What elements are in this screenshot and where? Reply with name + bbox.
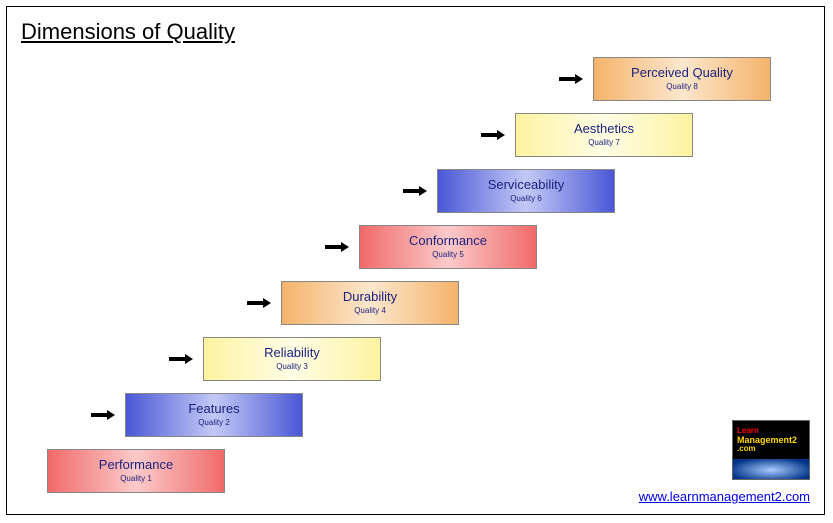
step-sublabel: Quality 2: [198, 419, 230, 428]
step-sublabel: Quality 3: [276, 363, 308, 372]
diagram-frame: Dimensions of Quality Performance Quality…: [6, 6, 825, 515]
step-box-2: Features Quality 2: [125, 393, 303, 437]
arrow-right-icon: [325, 243, 351, 251]
step-sublabel: Quality 1: [120, 475, 152, 484]
step-label: Durability: [343, 290, 397, 304]
step-box-3: Reliability Quality 3: [203, 337, 381, 381]
step-label: Aesthetics: [574, 122, 634, 136]
arrow-right-icon: [169, 355, 195, 363]
step-box-8: Perceived Quality Quality 8: [593, 57, 771, 101]
step-label: Serviceability: [488, 178, 565, 192]
logo-text-3: .com: [737, 445, 809, 453]
step-label: Reliability: [264, 346, 320, 360]
step-sublabel: Quality 4: [354, 307, 386, 316]
step-box-5: Conformance Quality 5: [359, 225, 537, 269]
logo-text-1: Learn: [737, 427, 809, 435]
step-sublabel: Quality 6: [510, 195, 542, 204]
step-box-1: Performance Quality 1: [47, 449, 225, 493]
arrow-right-icon: [403, 187, 429, 195]
step-label: Conformance: [409, 234, 487, 248]
step-box-4: Durability Quality 4: [281, 281, 459, 325]
step-label: Performance: [99, 458, 173, 472]
step-label: Perceived Quality: [631, 66, 733, 80]
arrow-right-icon: [559, 75, 585, 83]
logo-globe-icon: [733, 459, 809, 480]
step-box-6: Serviceability Quality 6: [437, 169, 615, 213]
step-sublabel: Quality 8: [666, 83, 698, 92]
brand-logo: Learn Management2 .com: [732, 420, 810, 480]
step-sublabel: Quality 7: [588, 139, 620, 148]
arrow-right-icon: [247, 299, 273, 307]
page-title: Dimensions of Quality: [21, 19, 235, 45]
step-sublabel: Quality 5: [432, 251, 464, 260]
arrow-right-icon: [91, 411, 117, 419]
source-link[interactable]: www.learnmanagement2.com: [639, 489, 810, 504]
arrow-right-icon: [481, 131, 507, 139]
logo-top: Learn Management2 .com: [733, 421, 809, 459]
step-box-7: Aesthetics Quality 7: [515, 113, 693, 157]
step-label: Features: [188, 402, 239, 416]
